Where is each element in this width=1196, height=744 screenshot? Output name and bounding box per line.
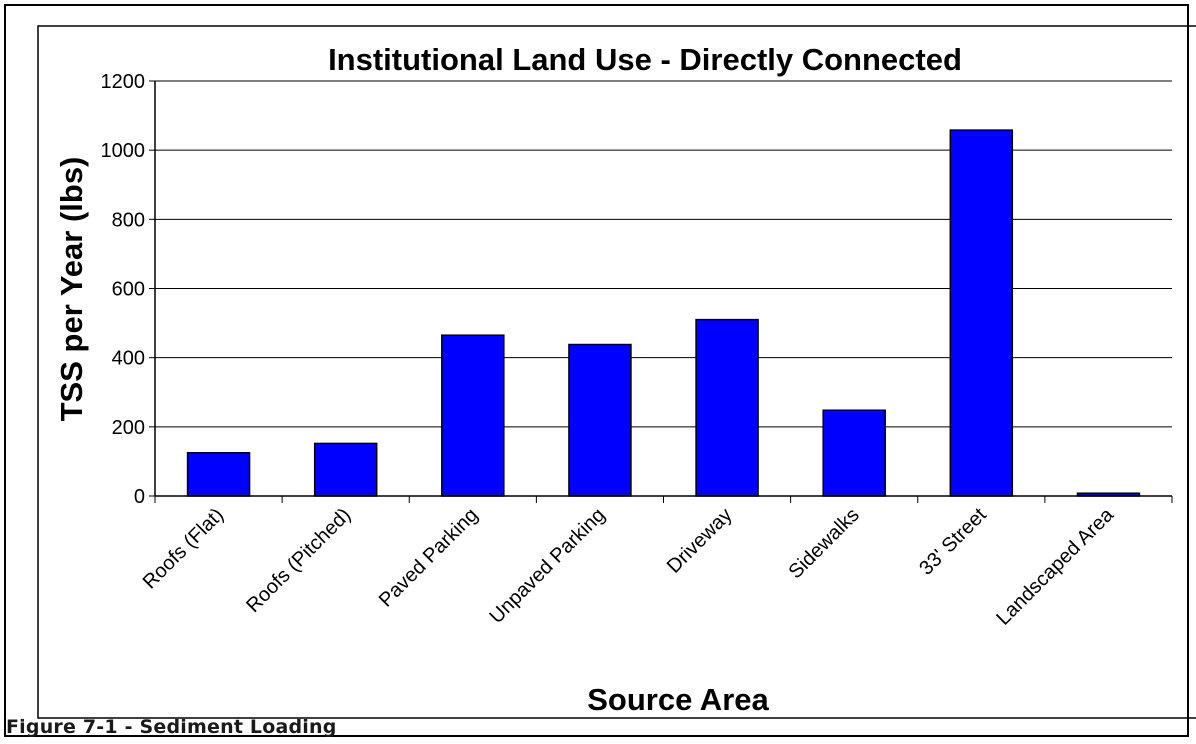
y-tick-label: 800 [112, 209, 145, 231]
x-tick-label: Roofs (Pitched) [242, 504, 355, 617]
y-tick-label: 0 [134, 486, 145, 508]
y-tick-label: 1200 [101, 71, 146, 93]
bar [313, 442, 378, 497]
bar [822, 409, 886, 497]
bar-layer [186, 129, 1141, 497]
y-axis-label: TSS per Year (lbs) [54, 157, 89, 422]
x-tick-label: Roofs (Flat) [139, 504, 228, 593]
figure-frame [4, 4, 1189, 737]
y-tick-label: 200 [112, 417, 145, 439]
bar [949, 129, 1014, 497]
bar [441, 334, 505, 497]
bar [186, 452, 251, 497]
y-tick-label: 1000 [101, 140, 146, 162]
y-tick-labels: 0 200 400 600 800 1000 1200 [101, 71, 146, 508]
x-tick-label: Driveway [663, 504, 737, 578]
x-axis-label: Source Area [587, 682, 769, 717]
figure-caption: Figure 7-1 - Sediment Loading [6, 716, 337, 738]
y-tick-label: 400 [112, 348, 145, 370]
y-tick-label: 600 [112, 279, 145, 301]
x-tick-label: Unpaved Parking [485, 504, 609, 628]
bar [695, 318, 759, 497]
x-tick-label: Paved Parking [375, 504, 483, 612]
bar [568, 343, 632, 497]
x-tick-labels: Roofs (Flat) Roofs (Pitched) Paved Parking… [139, 503, 1119, 629]
grid-layer [155, 80, 1172, 428]
x-tick-label: Sidewalks [784, 504, 863, 583]
x-tick-label: Landscaped Area [992, 503, 1118, 629]
x-tick-label: 33' Street [915, 504, 991, 580]
chart-title: Institutional Land Use - Directly Connec… [328, 42, 962, 77]
axis-layer [149, 80, 1173, 503]
plot-border [37, 25, 1196, 719]
